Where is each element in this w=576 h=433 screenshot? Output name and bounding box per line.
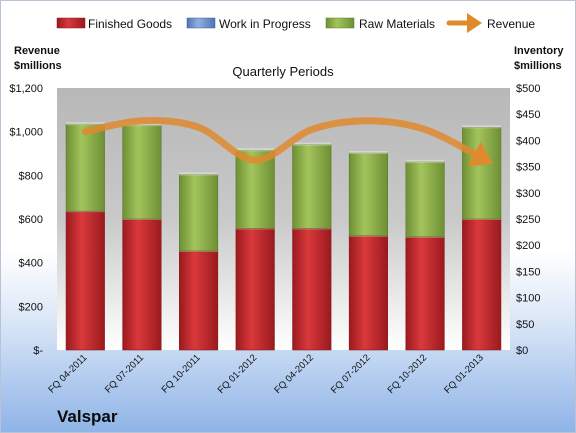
chart-subtitle: Quarterly Periods — [232, 64, 334, 79]
category-label: FQ 04-2012 — [272, 352, 316, 396]
bar-finished-goods — [235, 228, 275, 351]
left-tick-label: $1,000 — [9, 127, 43, 139]
right-tick-label: $400 — [516, 135, 540, 147]
bar-raw-materials — [65, 123, 105, 212]
bar-raw-materials — [179, 174, 219, 252]
bar-top-highlight — [349, 150, 388, 154]
bar-top-highlight — [122, 123, 162, 127]
bar-top-highlight — [235, 148, 275, 152]
right-axis-title-line2: $millions — [514, 60, 562, 72]
bar-finished-goods — [122, 218, 162, 351]
left-tick-label: $800 — [19, 170, 43, 182]
legend: Finished Goods Work in Progress Raw Mate… — [56, 13, 535, 33]
right-tick-label: $150 — [516, 266, 540, 278]
category-labels: FQ 04-2011 FQ 07-2011 FQ 10-2011 FQ 01-2012… — [46, 352, 486, 396]
category-label: FQ 01-2013 — [442, 352, 486, 396]
left-tick-label: $600 — [19, 214, 43, 226]
right-axis-ticks: $0 $50 $100 $150 $200 $250 $300 $350 $400 $450 $50… — [516, 83, 540, 357]
left-tick-label: $200 — [19, 301, 43, 313]
category-label: FQ 07-2011 — [103, 352, 146, 395]
right-tick-label: $200 — [516, 240, 540, 252]
bar-finished-goods — [65, 210, 105, 351]
bar-top-highlight — [292, 142, 332, 146]
revenue-line — [81, 117, 493, 167]
bar-top-highlight — [66, 122, 105, 126]
bar-finished-goods — [348, 235, 388, 351]
category-label: FQ 07-2012 — [329, 352, 373, 396]
bar-top-highlight — [462, 125, 501, 129]
left-tick-label: $400 — [19, 258, 43, 270]
right-axis-title-line1: Inventory — [514, 45, 564, 57]
bar-top-highlight — [179, 172, 218, 176]
company-name: Valspar — [57, 407, 118, 426]
legend-swatch-raw-materials — [325, 17, 355, 29]
legend-label-raw-materials: Raw Materials — [359, 17, 435, 31]
left-axis-ticks: $- $200 $400 $600 $800 $1,000 $1,200 — [9, 83, 43, 357]
bar-raw-materials — [122, 124, 162, 220]
left-axis-title-line1: Revenue — [14, 45, 60, 57]
right-tick-label: $0 — [516, 345, 528, 357]
right-tick-label: $500 — [516, 83, 540, 95]
legend-swatch-work-in-progress — [186, 17, 216, 29]
legend-label-revenue: Revenue — [487, 17, 535, 31]
left-tick-label: $- — [33, 345, 43, 357]
right-tick-label: $250 — [516, 214, 540, 226]
bar-top-highlight — [405, 159, 445, 163]
bar-raw-materials — [462, 127, 502, 220]
right-tick-label: $350 — [516, 162, 540, 174]
bar-finished-goods — [292, 228, 332, 351]
category-label: FQ 04-2011 — [46, 352, 89, 395]
bar-finished-goods — [462, 218, 502, 351]
bar-finished-goods — [179, 250, 219, 351]
right-tick-label: $300 — [516, 188, 540, 200]
legend-label-work-in-progress: Work in Progress — [219, 17, 311, 31]
right-tick-label: $50 — [516, 319, 534, 331]
revenue-line-group — [81, 117, 493, 167]
category-label: FQ 10-2011 — [160, 352, 203, 395]
bar-raw-materials — [405, 161, 445, 238]
bar-finished-goods — [405, 236, 445, 351]
right-tick-label: $100 — [516, 293, 540, 305]
left-axis-title-line2: $millions — [14, 60, 62, 72]
right-tick-label: $450 — [516, 109, 540, 121]
category-label: FQ 10-2012 — [386, 352, 430, 396]
bar-raw-materials — [348, 152, 388, 237]
bar-raw-materials — [292, 144, 332, 229]
left-tick-label: $1,200 — [9, 83, 43, 95]
legend-label-finished-goods: Finished Goods — [88, 17, 172, 31]
category-label: FQ 01-2012 — [216, 352, 260, 396]
legend-swatch-finished-goods — [56, 17, 86, 29]
